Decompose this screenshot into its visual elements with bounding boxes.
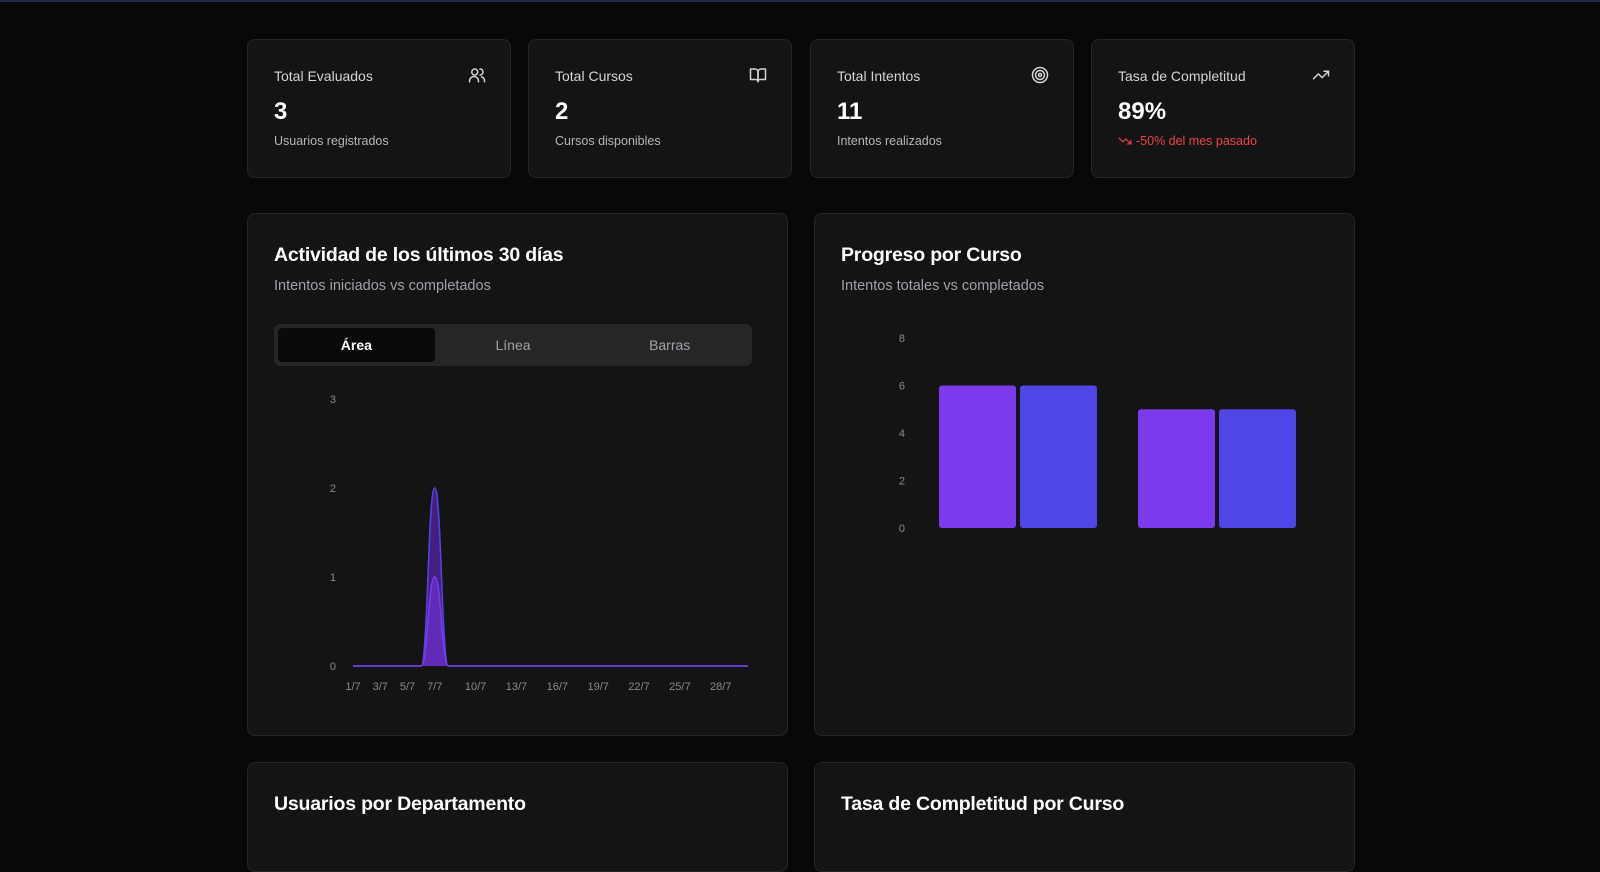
- y-tick-label: 0: [899, 523, 905, 535]
- stat-subtitle: Usuarios registrados: [274, 134, 389, 148]
- x-tick-label: 28/7: [710, 681, 731, 693]
- stat-value: 89%: [1118, 98, 1167, 125]
- x-tick-label: 1/7: [345, 681, 360, 693]
- tab-area[interactable]: Área: [278, 328, 435, 362]
- stat-card-total-evaluados: Total Evaluados 3 Usuarios registrados: [247, 39, 511, 178]
- x-tick-label: 10/7: [465, 681, 486, 693]
- x-tick-label: 5/7: [400, 681, 415, 693]
- y-tick-label: 6: [899, 381, 905, 393]
- x-tick-label: 16/7: [547, 681, 568, 693]
- tab-bars[interactable]: Barras: [649, 337, 691, 353]
- panel-title: Tasa de Completitud por Curso: [841, 793, 1125, 815]
- stat-card-total-cursos: Total Cursos 2 Cursos disponibles: [528, 39, 792, 178]
- y-tick-label: 2: [899, 476, 905, 488]
- x-tick-label: 19/7: [587, 681, 608, 693]
- tab-line[interactable]: Línea: [495, 337, 531, 353]
- x-tick-label: 7/7: [427, 681, 442, 693]
- stat-change-text: -50% del mes pasado: [1136, 134, 1257, 148]
- stat-title: Total Evaluados: [274, 68, 373, 84]
- stat-subtitle: Cursos disponibles: [555, 134, 661, 148]
- x-tick-label: 13/7: [506, 681, 527, 693]
- panel-subtitle: Intentos iniciados vs completados: [274, 278, 491, 294]
- stat-title: Tasa de Completitud: [1118, 68, 1246, 84]
- y-tick-label: 3: [330, 394, 336, 406]
- completion-rate-card: Tasa de Completitud por Curso: [814, 762, 1355, 872]
- trending-down-icon: [1118, 137, 1132, 145]
- progress-bar: [939, 385, 1016, 528]
- target-icon: [1031, 66, 1049, 84]
- progress-bar-chart: 0 2 4 6 8: [899, 333, 1296, 535]
- stat-subtitle: Intentos realizados: [837, 134, 942, 148]
- panel-title: Usuarios por Departamento: [274, 793, 526, 815]
- x-tick-label: 25/7: [669, 681, 690, 693]
- stat-value: 11: [837, 98, 863, 125]
- progress-bar: [1219, 409, 1296, 528]
- progress-bar: [1138, 409, 1215, 528]
- progress-bar: [1020, 385, 1097, 528]
- stat-subtitle: -50% del mes pasado: [1118, 134, 1257, 148]
- stat-card-tasa-completitud: Tasa de Completitud 89% -50% del mes pas…: [1091, 39, 1355, 178]
- area-series-fill: [353, 577, 748, 666]
- x-tick-label: 22/7: [628, 681, 649, 693]
- book-open-icon: [749, 68, 767, 83]
- panel-title: Progreso por Curso: [841, 244, 1022, 266]
- activity-area-chart: 0 1 2 3 1/7 3/7 5/7 7/7 10/7 13/7 16/7 19/7 22/7 25/7…: [330, 394, 748, 693]
- stat-value: 3: [274, 98, 288, 125]
- window-top-border: [0, 0, 1600, 2]
- trending-up-icon: [1312, 70, 1330, 80]
- users-icon: [468, 68, 486, 83]
- panel-title: Actividad de los últimos 30 días: [274, 244, 564, 266]
- panel-subtitle: Intentos totales vs completados: [841, 278, 1045, 294]
- chart-type-tabs: Área Línea Barras: [274, 324, 752, 366]
- y-tick-label: 8: [899, 333, 905, 345]
- progress-chart-card: Progreso por Curso Intentos totales vs c…: [814, 213, 1355, 736]
- stat-title: Total Cursos: [555, 68, 633, 84]
- x-tick-label: 3/7: [373, 681, 388, 693]
- y-tick-label: 1: [330, 572, 336, 584]
- activity-chart-card: Actividad de los últimos 30 días Intento…: [247, 213, 788, 736]
- y-tick-label: 0: [330, 661, 336, 673]
- y-tick-label: 2: [330, 483, 336, 495]
- area-series-line: [353, 576, 748, 667]
- departments-card: Usuarios por Departamento: [247, 762, 788, 872]
- stat-card-total-intentos: Total Intentos 11 Intentos realizados: [810, 39, 1074, 178]
- area-series-line: [353, 487, 748, 667]
- area-series-fill: [353, 488, 748, 666]
- stat-title: Total Intentos: [837, 68, 921, 84]
- y-tick-label: 4: [899, 428, 905, 440]
- stat-value: 2: [555, 98, 569, 125]
